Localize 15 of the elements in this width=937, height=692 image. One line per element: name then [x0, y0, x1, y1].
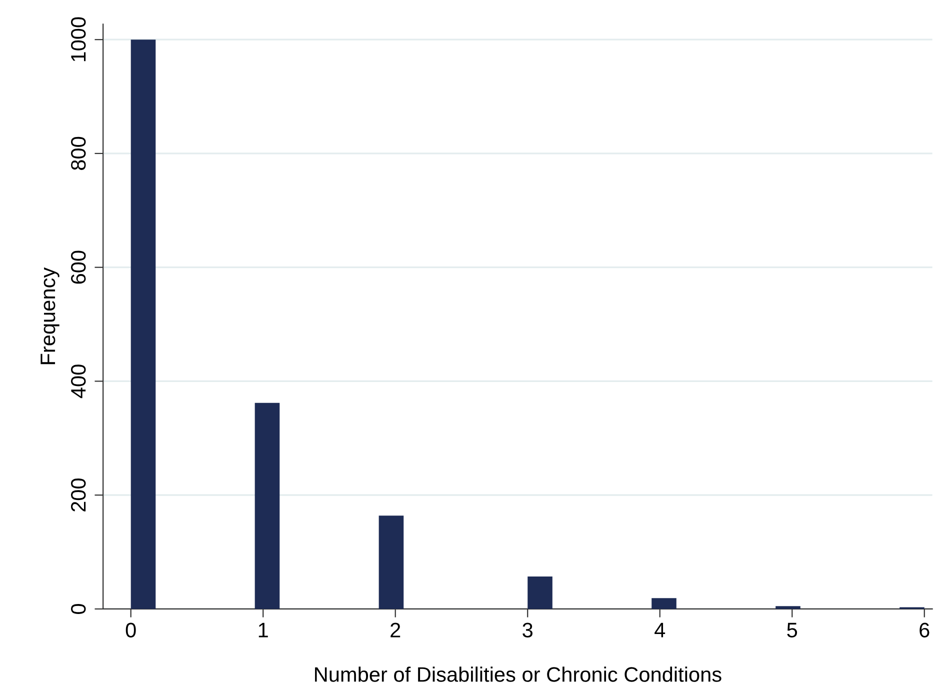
y-axis-title: Frequency: [40, 267, 60, 364]
y-tick-label: 1000: [71, 17, 86, 62]
x-tick-label: 6: [920, 622, 930, 638]
x-tick-label: 3: [522, 622, 532, 638]
x-tick-label: 2: [390, 622, 400, 638]
x-tick-label: 5: [787, 622, 798, 638]
x-axis-title: Number of Disabilities or Chronic Conditions: [315, 666, 722, 682]
y-tick-label: 0: [71, 604, 86, 614]
x-tick-label: 1: [258, 622, 268, 638]
y-tick-label: 200: [71, 478, 86, 512]
y-tick-label: 400: [71, 364, 86, 398]
y-tick-label: 800: [71, 136, 86, 170]
x-tick-label: 4: [654, 622, 666, 638]
x-tick-label: 0: [126, 622, 136, 638]
y-tick-label: 600: [71, 250, 86, 284]
